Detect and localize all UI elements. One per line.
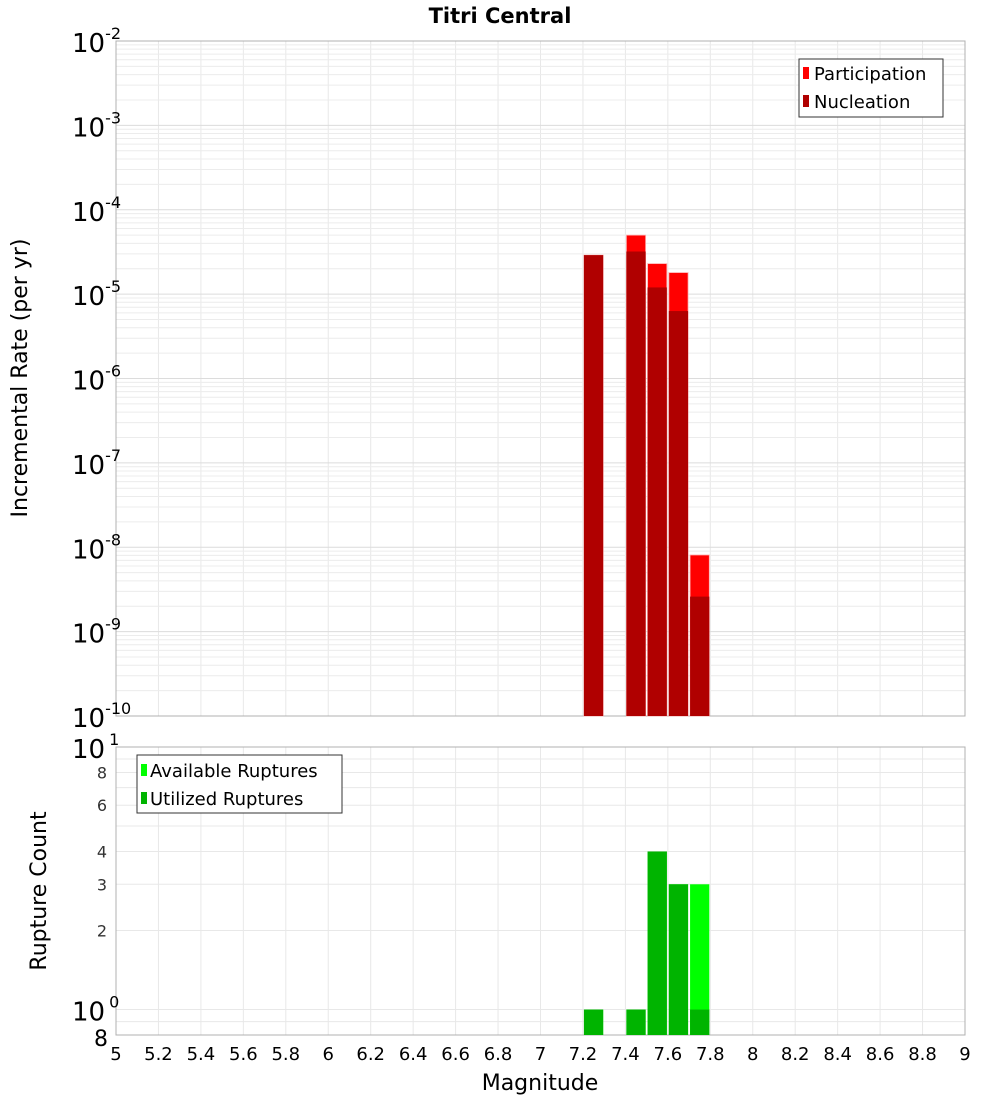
legend-label: Participation xyxy=(814,64,926,85)
y-tick-label: 8 xyxy=(97,763,107,782)
legend-label: Available Ruptures xyxy=(150,761,318,782)
x-tick-label: 6.2 xyxy=(356,1044,385,1065)
y-tick-label: 10-9 xyxy=(72,615,121,650)
bar-nucleation xyxy=(583,255,604,716)
y-tick-label: 8 xyxy=(94,1027,108,1052)
y-tick-label: 10 0 xyxy=(72,993,119,1028)
x-tick-label: 6.8 xyxy=(484,1044,513,1065)
x-tick-label: 9 xyxy=(959,1044,970,1065)
x-tick-label: 8.2 xyxy=(781,1044,810,1065)
y-tick-label: 10-2 xyxy=(72,24,121,59)
y-tick-label: 10-5 xyxy=(72,277,121,312)
bar-available-ruptures xyxy=(690,884,710,1035)
bar-nucleation xyxy=(626,251,646,716)
legend-swatch xyxy=(803,95,809,107)
x-tick-label: 8.8 xyxy=(908,1044,937,1065)
x-tick-label: 8.4 xyxy=(823,1044,852,1065)
y-tick-label: 4 xyxy=(97,842,107,861)
bar-utilized-ruptures xyxy=(690,1009,710,1035)
bar-utilized-ruptures xyxy=(583,1009,604,1035)
y-tick-label: 10-7 xyxy=(72,446,121,481)
x-tick-label: 5.6 xyxy=(229,1044,258,1065)
y-tick-label: 10-6 xyxy=(72,362,121,397)
x-tick-label: 7.8 xyxy=(696,1044,725,1065)
x-tick-label: 5.4 xyxy=(187,1044,216,1065)
chart-title: Titri Central xyxy=(429,4,572,28)
x-tick-label: 5.2 xyxy=(144,1044,173,1065)
x-tick-label: 6.4 xyxy=(399,1044,428,1065)
x-tick-label: 7.6 xyxy=(654,1044,683,1065)
x-tick-label: 7.2 xyxy=(569,1044,598,1065)
y-tick-label: 10-10 xyxy=(72,699,131,734)
x-axis-label: Magnitude xyxy=(482,1071,599,1096)
x-tick-label: 6.6 xyxy=(441,1044,470,1065)
legend-swatch xyxy=(803,67,809,79)
y-tick-label: 10-3 xyxy=(72,108,121,143)
bar-utilized-ruptures xyxy=(626,1009,646,1035)
x-tick-label: 8.6 xyxy=(866,1044,895,1065)
bar-utilized-ruptures xyxy=(668,884,689,1035)
legend-label: Nucleation xyxy=(814,92,910,113)
bar-utilized-ruptures xyxy=(647,851,667,1035)
y-axis-label-bottom: Rupture Count xyxy=(27,811,52,971)
x-tick-label: 5 xyxy=(110,1044,121,1065)
x-tick-label: 5.8 xyxy=(271,1044,300,1065)
y-tick-label: 10 1 xyxy=(72,730,119,765)
y-tick-label: 3 xyxy=(97,875,107,894)
legend-top xyxy=(798,58,944,118)
x-tick-label: 7 xyxy=(535,1044,546,1065)
legend-label: Utilized Ruptures xyxy=(150,789,303,810)
plot-frame-top xyxy=(115,40,966,717)
x-tick-label: 6 xyxy=(323,1044,334,1065)
legend-box xyxy=(136,754,343,814)
y-tick-label: 10-4 xyxy=(72,193,121,228)
legend-box xyxy=(798,58,944,118)
bar-nucleation xyxy=(668,311,689,716)
legend-swatch xyxy=(141,764,147,776)
y-tick-label: 6 xyxy=(97,796,107,815)
y-tick-label: 2 xyxy=(97,922,107,941)
bar-nucleation xyxy=(690,596,710,716)
legend-swatch xyxy=(141,792,147,804)
y-tick-label: 10-8 xyxy=(72,530,121,565)
y-axis-label-top: Incremental Rate (per yr) xyxy=(8,239,33,518)
x-tick-label: 8 xyxy=(747,1044,758,1065)
plot-frame-bottom xyxy=(115,746,966,1036)
bar-nucleation xyxy=(647,287,667,716)
x-tick-label: 7.4 xyxy=(611,1044,640,1065)
legend-bottom xyxy=(136,754,343,814)
